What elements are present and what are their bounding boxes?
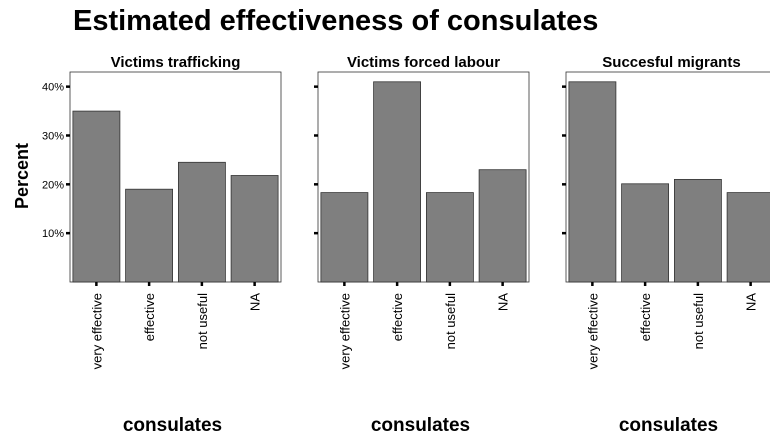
x-axis-label: consulates: [619, 415, 718, 436]
bar-na: [230, 175, 279, 283]
bar-effective: [125, 188, 173, 283]
panel-strip: [318, 53, 529, 72]
panel-2: Victims forced labour very effective effec…: [314, 53, 530, 436]
panel-border: [317, 71, 530, 283]
y-tick-label: 20%: [42, 179, 64, 191]
panel-strip: [566, 53, 770, 72]
x-tick-label: not useful: [691, 293, 706, 349]
bar-not-useful: [425, 192, 474, 283]
bar-effective: [621, 183, 669, 283]
x-tick-label: effective: [638, 293, 653, 341]
x-axis-label: consulates: [123, 415, 222, 436]
y-axis-label: Percent: [12, 143, 32, 209]
x-tick-label: NA: [496, 293, 511, 311]
x-tick-label: NA: [248, 293, 263, 311]
x-tick-label: very effective: [585, 293, 600, 369]
chart-title: Estimated effectiveness of consulates: [73, 5, 598, 37]
bar-effective: [373, 81, 422, 283]
bar-very-effective: [568, 81, 617, 283]
panel-border: [69, 71, 282, 283]
x-tick-label: very effective: [337, 293, 352, 369]
x-tick-label: effective: [142, 293, 157, 341]
panel-1: Victims trafficking 10% 20% 30% 40% very effe…: [42, 53, 282, 436]
panel-border: [565, 71, 770, 283]
x-tick-label: effective: [390, 293, 405, 341]
bar-na: [478, 169, 527, 283]
x-axis-label: consulates: [371, 415, 470, 436]
bar-not-useful: [177, 161, 226, 283]
x-tick-label: not useful: [443, 293, 458, 349]
x-tick-label: very effective: [89, 293, 104, 369]
bar-very-effective: [320, 192, 369, 283]
bar-not-useful: [674, 178, 722, 283]
y-tick-label: 40%: [42, 82, 64, 94]
x-tick-label: NA: [744, 293, 759, 311]
x-tick-label: not useful: [195, 293, 210, 349]
panel-title: Victims forced labour: [347, 54, 500, 71]
panel-strip: [70, 53, 281, 72]
panel-title: Succesful migrants: [602, 54, 740, 71]
bar-very-effective: [72, 110, 121, 283]
panel-3: Succesful migrants very effective effectiv…: [562, 53, 770, 436]
y-tick-label: 10%: [42, 228, 64, 240]
y-tick-label: 30%: [42, 130, 64, 142]
bar-na: [726, 192, 770, 283]
panel-title: Victims trafficking: [111, 54, 241, 71]
